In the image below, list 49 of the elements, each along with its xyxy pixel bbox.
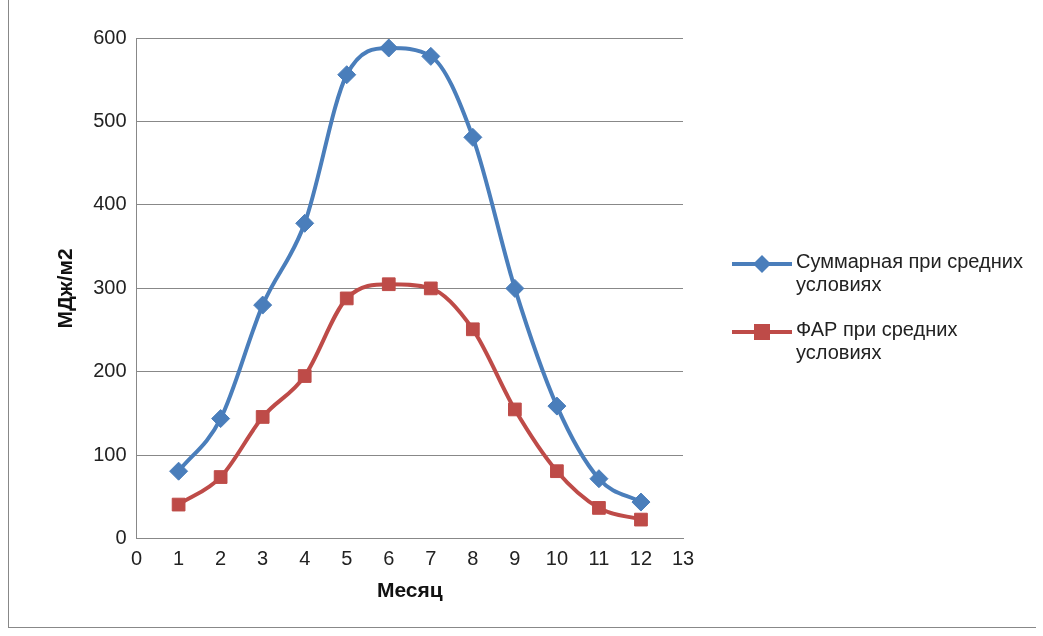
point [463,127,483,147]
x-tick-label: 3 [257,547,269,570]
point [592,501,606,515]
x-tick-label: 6 [383,547,395,570]
y-tick-label: 0 [115,526,127,549]
x-tick-label: 0 [131,547,143,570]
point [589,469,609,489]
x-tick-label: 9 [509,547,521,570]
point [253,295,273,315]
x-tick-label: 10 [545,547,569,570]
point [169,461,189,481]
point [508,402,522,417]
point [550,464,564,479]
point [379,38,399,58]
x-tick-label: 13 [671,547,695,570]
x-tick-label: 11 [588,547,610,570]
x-tick-label: 12 [629,547,653,570]
y-tick-label: 600 [93,25,127,48]
point [297,369,312,383]
legend-label: Суммарная при средних условиях [796,250,1024,296]
point [337,65,357,85]
x-tick-label: 2 [215,547,227,570]
point [465,322,480,337]
point [211,409,231,429]
legend-label: ФАР при средних условиях [796,318,959,364]
point [421,46,441,66]
point [505,278,525,298]
point [381,277,396,292]
x-tick-label: 5 [341,547,353,570]
y-axis-title: МДж/м2 [53,248,77,329]
point [547,396,567,416]
y-tick-label: 300 [93,275,127,298]
x-tick-label: 8 [467,547,479,570]
point [339,291,354,306]
x-tick-label: 1 [173,547,185,570]
x-tick-label: 4 [299,547,311,570]
point [171,497,186,512]
x-axis-title: Месяц [376,578,443,602]
x-tick-label: 7 [425,547,437,570]
point [631,492,651,512]
point [295,213,315,233]
point [255,410,270,424]
y-tick-label: 500 [93,108,127,131]
point [634,512,648,527]
point [423,281,438,296]
y-tick-label: 400 [93,192,127,215]
y-tick-label: 100 [93,442,127,465]
y-tick-label: 200 [93,359,127,382]
point [213,470,228,484]
